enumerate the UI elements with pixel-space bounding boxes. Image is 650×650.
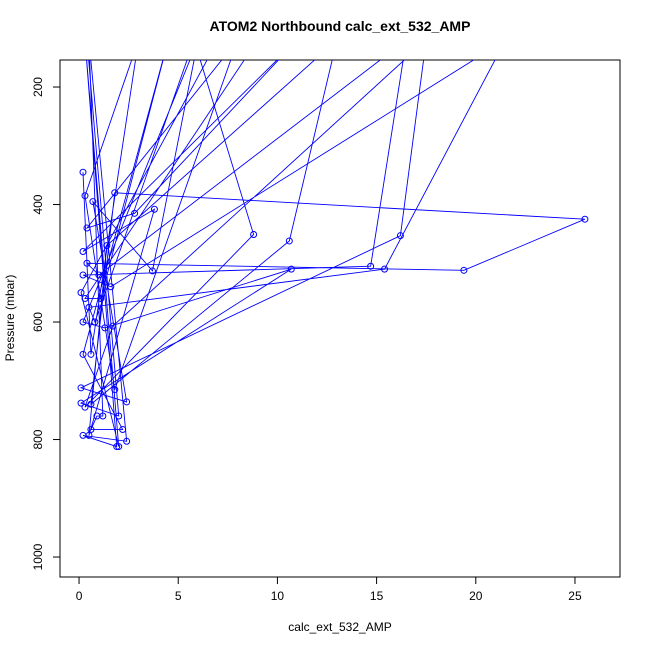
y-tick-label: 1000 [31,543,45,570]
data-point [294,37,300,43]
y-axis-label: Pressure (mbar) [3,275,17,362]
data-point [165,37,171,43]
data-point [87,350,95,358]
data-point [111,386,119,394]
data-point [403,37,409,43]
plot-area [77,37,589,451]
x-tick-label: 0 [76,589,83,603]
y-tick-label: 200 [31,77,45,97]
data-point [81,192,89,200]
data-point [255,37,261,43]
data-point [83,259,91,267]
data-point [79,431,87,439]
data-point [89,198,97,206]
data-point [381,265,389,273]
data-point [79,168,87,176]
y-tick-label: 800 [31,429,45,449]
data-point [95,271,103,279]
data-point [123,437,131,445]
x-tick-label: 15 [370,589,384,603]
data-point [113,443,121,451]
data-point [79,271,87,279]
data-point [99,412,107,420]
data-point [503,37,509,43]
data-point [87,400,95,408]
data-point [150,205,158,213]
data-point [111,189,119,197]
data-point [103,242,111,250]
plot-frame [59,59,621,578]
data-point [101,324,109,332]
data-point [84,37,90,43]
data-point [215,37,221,43]
data-point [81,295,89,303]
data-point [87,426,95,434]
data-point [82,37,88,43]
data-point [285,237,293,245]
x-tick-label: 20 [469,589,483,603]
data-point [191,37,197,43]
data-point [123,398,131,406]
data-point [287,265,295,273]
x-axis-label: calc_ext_532_AMP [288,620,391,634]
data-point [79,350,87,358]
data-point [79,318,87,326]
data-point [79,248,87,256]
data-point [423,37,429,43]
data-point [119,426,127,434]
data-point [334,37,340,43]
data-point [250,230,258,238]
data-point [235,37,241,43]
data-point [77,399,85,407]
data-point [460,266,468,274]
data-point [77,289,85,297]
data-point [86,37,92,43]
data-point [396,232,404,240]
data-point [581,215,589,223]
data-point [91,318,99,326]
data-line [79,60,586,448]
data-point [81,403,89,411]
data-point [97,295,105,303]
data-point [77,384,85,392]
data-point [109,322,117,330]
data-point [367,262,375,270]
data-point [136,37,142,43]
data-point [115,412,123,420]
data-point [148,267,156,275]
x-tick-label: 25 [568,589,582,603]
data-point [131,209,139,217]
y-tick-label: 600 [31,312,45,332]
data-point [85,303,93,311]
chart-title: ATOM2 Northbound calc_ext_532_AMP [210,18,471,34]
data-point [195,37,201,43]
data-point [107,283,115,291]
data-point [115,443,123,451]
y-tick-label: 400 [31,194,45,214]
x-tick-label: 5 [175,589,182,603]
x-tick-label: 10 [271,589,285,603]
data-point [83,224,91,232]
